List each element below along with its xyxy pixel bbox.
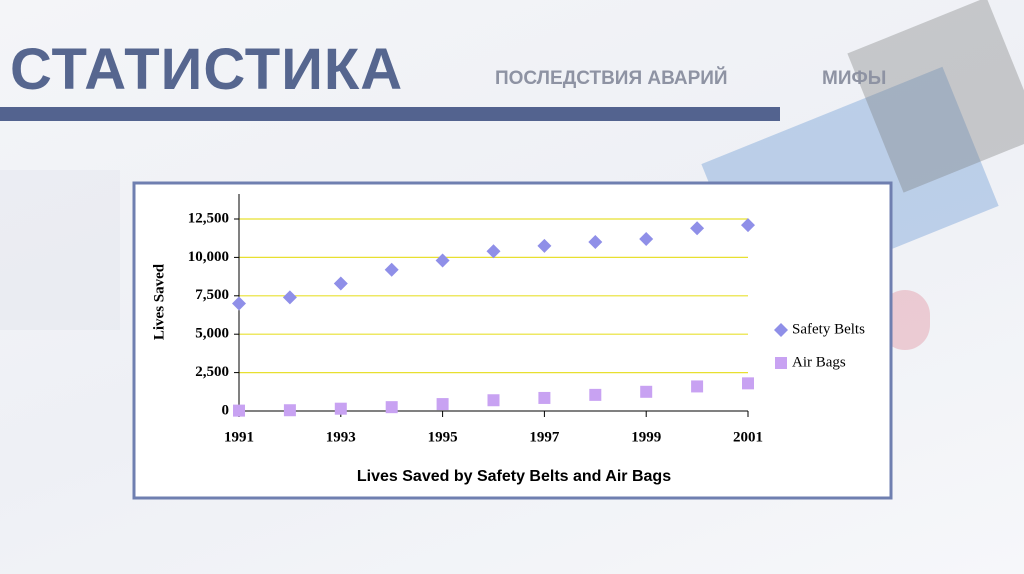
data-point bbox=[283, 404, 296, 417]
y-axis-label: Lives Saved bbox=[151, 263, 167, 340]
chart-title: Lives Saved by Safety Belts and Air Bags bbox=[357, 468, 671, 485]
data-point bbox=[384, 262, 399, 277]
data-point bbox=[742, 377, 754, 390]
background-decor bbox=[0, 170, 120, 330]
legend-label: Air Bags bbox=[792, 354, 846, 370]
data-point bbox=[538, 391, 551, 404]
legend-marker bbox=[775, 357, 787, 369]
data-point bbox=[435, 253, 450, 268]
data-point bbox=[334, 402, 347, 415]
x-tick-label: 2001 bbox=[733, 429, 763, 445]
x-tick-label: 1995 bbox=[428, 429, 458, 445]
header-bar bbox=[0, 107, 780, 121]
data-point bbox=[233, 404, 245, 417]
data-point bbox=[691, 380, 704, 393]
y-tick-label: 2,500 bbox=[195, 364, 229, 380]
y-tick-label: 12,500 bbox=[188, 210, 229, 226]
data-point bbox=[640, 385, 653, 398]
data-point bbox=[282, 290, 297, 305]
data-point bbox=[741, 218, 755, 233]
data-point bbox=[333, 276, 348, 291]
data-point bbox=[589, 388, 602, 401]
y-tick-label: 7,500 bbox=[195, 287, 229, 303]
data-point bbox=[639, 231, 654, 246]
nav-link[interactable]: МИФЫ bbox=[822, 68, 887, 89]
chart-frame bbox=[132, 181, 893, 500]
data-point bbox=[436, 398, 449, 411]
x-tick-label: 1991 bbox=[224, 429, 254, 445]
data-point bbox=[690, 221, 705, 236]
legend-marker bbox=[774, 323, 788, 337]
y-tick-label: 5,000 bbox=[195, 326, 229, 342]
data-point bbox=[537, 238, 552, 253]
y-tick-label: 10,000 bbox=[188, 249, 229, 265]
legend-label: Safety Belts bbox=[792, 321, 865, 337]
data-point bbox=[232, 296, 246, 311]
data-point bbox=[385, 401, 398, 414]
data-point bbox=[487, 394, 500, 407]
slide-title: СТАТИСТИКА bbox=[10, 37, 404, 102]
x-tick-label: 1999 bbox=[631, 429, 661, 445]
x-tick-label: 1997 bbox=[529, 429, 560, 445]
data-point bbox=[588, 235, 603, 250]
x-tick-label: 1993 bbox=[326, 429, 356, 445]
nav-link[interactable]: ПОСЛЕДСТВИЯ АВАРИЙ bbox=[495, 68, 728, 89]
y-tick-label: 0 bbox=[222, 402, 230, 418]
data-point bbox=[486, 244, 501, 259]
